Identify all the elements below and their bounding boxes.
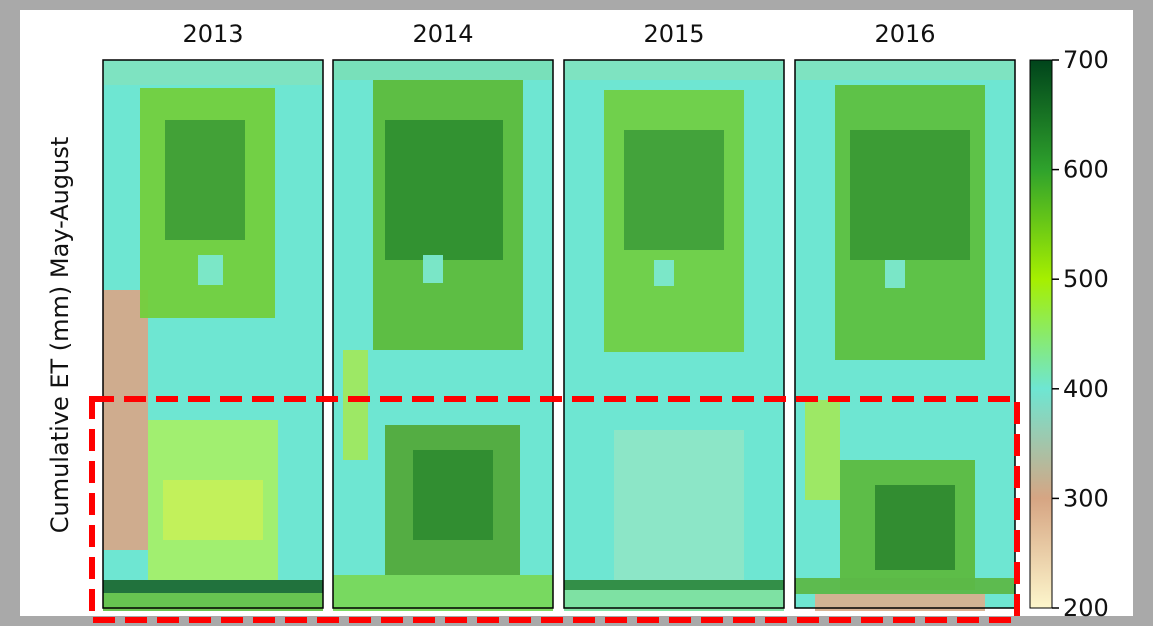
heatmap-region bbox=[385, 120, 503, 260]
panel-border bbox=[563, 59, 785, 609]
heatmap-region bbox=[198, 255, 223, 285]
heatmap-region bbox=[423, 255, 443, 283]
panel-border bbox=[102, 59, 324, 609]
colorbar-tick-label: 600 bbox=[1063, 156, 1109, 184]
heatmap-region bbox=[103, 290, 148, 550]
heatmap-region bbox=[103, 593, 323, 611]
heatmap-region bbox=[564, 580, 784, 590]
panel-title: 2015 bbox=[643, 20, 704, 48]
heatmap-region bbox=[564, 60, 784, 80]
heatmap-region bbox=[163, 480, 263, 540]
heatmap-region bbox=[795, 578, 1015, 594]
panel-title: 2016 bbox=[874, 20, 935, 48]
heatmap-region bbox=[815, 594, 985, 611]
y-axis-label: Cumulative ET (mm) May-August bbox=[46, 137, 74, 534]
panel-title: 2013 bbox=[182, 20, 243, 48]
colorbar-tick-label: 400 bbox=[1063, 375, 1109, 403]
panel-border bbox=[794, 59, 1016, 609]
heatmap-region bbox=[343, 350, 368, 460]
heatmap-region bbox=[103, 60, 323, 85]
colorbar-tick-label: 700 bbox=[1063, 46, 1109, 74]
heatmap-region bbox=[614, 430, 744, 580]
colorbar bbox=[1029, 59, 1053, 609]
heatmap-region bbox=[885, 260, 905, 288]
colorbar-tick-label: 500 bbox=[1063, 265, 1109, 293]
heatmap-region bbox=[850, 130, 970, 260]
panel-border bbox=[332, 59, 554, 609]
colorbar-tick-label: 200 bbox=[1063, 594, 1109, 622]
heatmap-region bbox=[654, 260, 674, 286]
heatmap-region bbox=[624, 130, 724, 250]
heatmap-region bbox=[333, 575, 553, 611]
panel-title: 2014 bbox=[412, 20, 473, 48]
colorbar-tick-label: 300 bbox=[1063, 484, 1109, 512]
heatmap-region bbox=[875, 485, 955, 570]
heatmap-region bbox=[103, 580, 323, 593]
heatmap-region bbox=[564, 590, 784, 611]
heatmap-region bbox=[795, 60, 1015, 80]
heatmap-region bbox=[333, 60, 553, 80]
heatmap-region bbox=[805, 400, 840, 500]
heatmap-region bbox=[413, 450, 493, 540]
highlight-box bbox=[89, 396, 1020, 623]
heatmap-region bbox=[165, 120, 245, 240]
